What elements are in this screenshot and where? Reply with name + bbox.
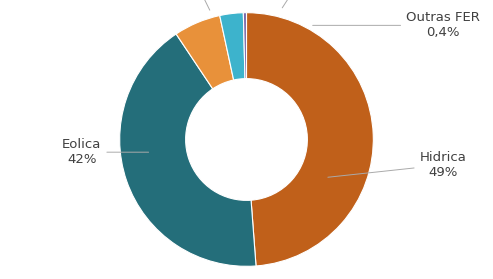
Text: Solar
3%: Solar 3%: [282, 0, 333, 8]
Wedge shape: [244, 13, 246, 79]
Text: Outras FER
0,4%: Outras FER 0,4%: [313, 11, 480, 39]
Wedge shape: [120, 34, 256, 266]
Text: Bioenergia
6%: Bioenergia 6%: [147, 0, 219, 10]
Wedge shape: [220, 13, 245, 80]
Wedge shape: [176, 16, 234, 89]
Wedge shape: [246, 13, 373, 266]
Text: Hidrica
49%: Hidrica 49%: [328, 151, 466, 179]
Text: Eolica
42%: Eolica 42%: [62, 138, 148, 166]
